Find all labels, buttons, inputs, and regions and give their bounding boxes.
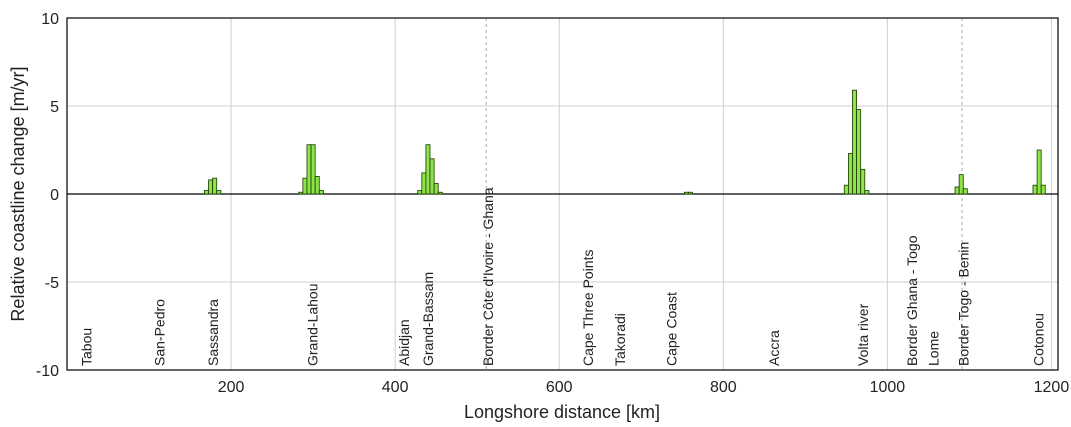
bar [302, 177, 308, 195]
bar [683, 191, 689, 195]
bar [204, 190, 209, 195]
place-label: Border Côte d'Ivoire - Ghana [480, 187, 496, 366]
bar [212, 177, 218, 195]
place-label: Sassandra [205, 299, 221, 366]
bar [433, 183, 439, 195]
bar [1040, 184, 1046, 195]
bar [298, 191, 304, 195]
bar [421, 172, 427, 195]
bar [437, 191, 443, 195]
bar [954, 186, 960, 195]
place-label: San-Pedro [152, 299, 168, 366]
bar [216, 190, 222, 195]
bar [1032, 184, 1038, 195]
bar [856, 109, 862, 195]
place-label: Accra [766, 330, 782, 366]
bar [425, 144, 431, 195]
place-label: Abidjan [396, 319, 412, 366]
bar [1036, 149, 1042, 195]
bar [958, 174, 964, 195]
y-tick-label: -10 [36, 363, 59, 380]
place-label: Tabou [79, 328, 95, 366]
x-tick-label: 200 [218, 379, 245, 396]
place-label: Grand-Lahou [304, 283, 320, 366]
bar [843, 184, 849, 195]
place-label: Cotonou [1030, 313, 1046, 366]
x-tick-label: 800 [710, 379, 737, 396]
bar [860, 168, 866, 195]
y-axis-label: Relative coastline change [m/yr] [8, 66, 28, 321]
bar [306, 144, 312, 195]
bar [318, 190, 324, 195]
place-label: Border Togo - Benin [956, 242, 972, 366]
place-label: Border Ghana - Togo [904, 235, 920, 366]
bar [314, 175, 320, 195]
place-label: Lome [925, 331, 941, 366]
bar [310, 144, 316, 195]
bar [847, 153, 853, 195]
y-tick-label: 10 [41, 11, 59, 28]
bar [429, 158, 435, 195]
bar [864, 190, 870, 195]
x-tick-label: 1000 [870, 379, 906, 396]
place-label: Takoradi [612, 313, 628, 366]
bar [688, 191, 693, 195]
x-axis-label: Longshore distance [km] [464, 402, 660, 422]
place-label: Volta river [855, 303, 871, 366]
bar [852, 89, 858, 195]
x-tick-label: 600 [546, 379, 573, 396]
y-tick-label: 5 [50, 99, 59, 116]
bar [208, 179, 214, 195]
y-tick-label: -5 [45, 275, 59, 292]
y-tick-label: 0 [50, 187, 59, 204]
x-tick-label: 1200 [1034, 379, 1070, 396]
bar [417, 190, 423, 195]
place-label: Grand-Bassam [420, 272, 436, 366]
x-tick-label: 400 [382, 379, 409, 396]
place-label: Cape Coast [664, 292, 680, 366]
bar [962, 188, 968, 195]
place-label: Cape Three Points [580, 250, 596, 366]
plot-frame [66, 17, 1059, 371]
